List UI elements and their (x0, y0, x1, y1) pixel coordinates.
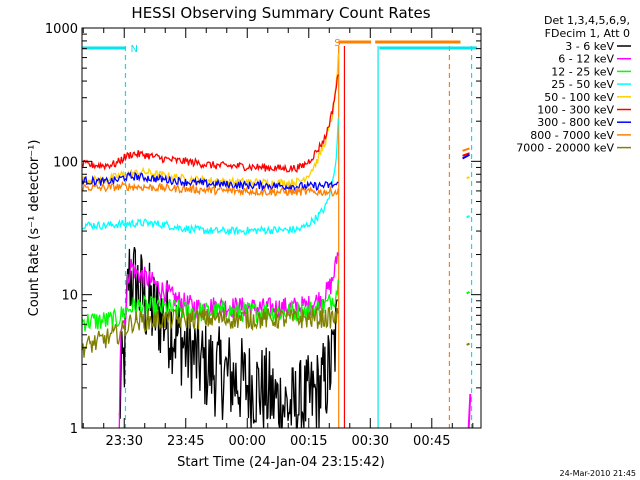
legend-label-8: 7000 - 20000 keV (516, 142, 614, 155)
late-segment-2 (462, 147, 470, 152)
legend-label-2: 12 - 25 keV (551, 65, 614, 78)
legend-label-1: 6 - 12 keV (558, 53, 614, 66)
y-tick-label-3: 1000 (45, 22, 78, 37)
plot-frame (81, 27, 482, 429)
series-line-5 (81, 74, 339, 173)
x-tick-label-1: 23:45 (167, 434, 204, 449)
legend-label-0: 3 - 6 keV (565, 40, 614, 53)
y-tick-label-1: 10 (61, 289, 78, 304)
series-line-2 (81, 279, 339, 332)
legend-header-decimation: FDecim 1, Att 0 (545, 27, 630, 40)
late-segment-7 (467, 393, 472, 429)
x-tick-label-2: 00:00 (229, 434, 266, 449)
legend-label-7: 800 - 7000 keV (530, 129, 614, 142)
chart-title: HESSI Observing Summary Count Rates (131, 4, 430, 22)
late-segment-1 (462, 153, 470, 160)
axes: 1 10 100 1000 23:30 23:45 00:00 00:15 00:30 00:45 (45, 22, 481, 449)
flag-label-N: N (130, 44, 137, 55)
late-segment-5 (466, 290, 471, 295)
y-axis-label: Count Rate (s⁻¹ detector⁻¹) (27, 140, 42, 317)
legend: Det 1,3,4,5,6,9, FDecim 1, Att 0 3 - 6 k… (516, 14, 631, 155)
late-segment-6 (466, 342, 470, 346)
series-line-7 (81, 180, 339, 198)
legend-header-detectors: Det 1,3,4,5,6,9, (544, 14, 630, 27)
x-tick-label-3: 00:15 (290, 434, 327, 449)
y-tick-label-2: 100 (53, 155, 78, 170)
x-axis-label: Start Time (24-Jan-04 23:15:42) (177, 455, 385, 470)
legend-label-6: 300 - 800 keV (537, 116, 614, 129)
late-segment-3 (466, 176, 470, 179)
x-tick-label-5: 00:45 (413, 434, 450, 449)
x-tick-label-4: 00:30 (352, 434, 389, 449)
flag-label-S: S (334, 38, 340, 49)
footer-timestamp: 24-Mar-2010 21:45 (560, 469, 637, 478)
legend-label-3: 25 - 50 keV (551, 78, 614, 91)
legend-label-5: 100 - 300 keV (537, 104, 614, 117)
late-segment-0 (462, 152, 470, 157)
y-tick-label-0: 1 (70, 422, 78, 437)
x-tick-label-0: 23:30 (106, 434, 143, 449)
series-line-3 (81, 118, 339, 236)
series-line-4 (81, 53, 339, 189)
plot-area: NS (81, 38, 477, 429)
series-line-8 (81, 306, 339, 358)
late-segment-4 (466, 214, 470, 219)
legend-label-4: 50 - 100 keV (544, 91, 614, 104)
